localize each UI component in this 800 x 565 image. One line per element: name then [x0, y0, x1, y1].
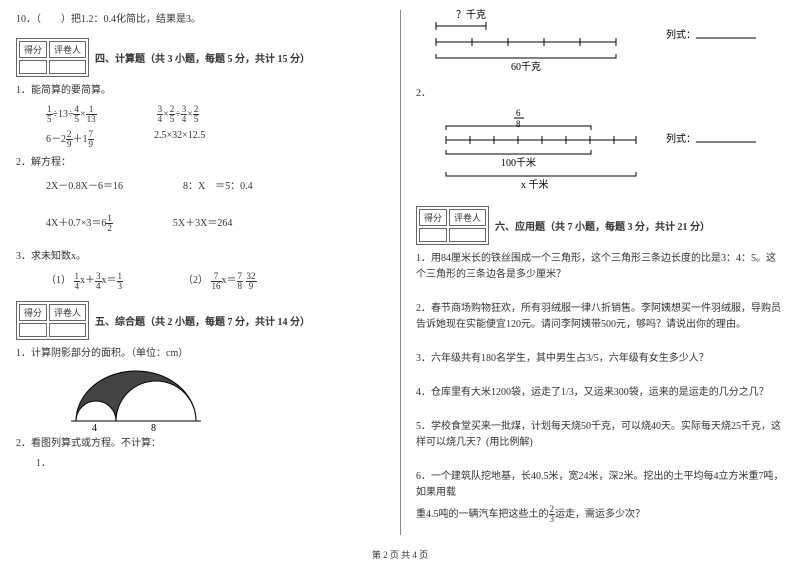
- q4-1-label: 1．能简算的要简算。: [16, 83, 384, 99]
- grader-blank: [49, 323, 86, 337]
- grader-cell: 评卷人: [449, 209, 486, 226]
- svg-text:列式：: 列式：: [666, 132, 696, 145]
- svg-text:6: 6: [516, 108, 521, 118]
- expr-1d: 2.5×32×12.5: [154, 130, 205, 149]
- page-footer: 第 2 页 共 4 页: [0, 548, 800, 561]
- eq-row-1: 15÷13÷45×113 34×25÷34×25: [46, 105, 384, 124]
- eq-row-4: 4X＋0.7×3＝612 5X＋3X＝264: [46, 214, 384, 233]
- expr-2b: 8：X ＝5：0.4: [183, 177, 253, 192]
- fig-label-4: 4: [92, 423, 97, 432]
- q10: 10．（ ）把1.2：0.4化简比，结果是3。: [16, 12, 384, 28]
- score-cell: 得分: [19, 41, 47, 58]
- expr-2a: 2X－0.8X－6＝16: [46, 177, 123, 192]
- score-blank: [19, 323, 47, 337]
- q5-2-sub: 1．: [36, 456, 384, 472]
- fig2-label: 2．: [416, 86, 784, 102]
- eq-row-2: 6－229＋179 2.5×32×12.5: [46, 130, 384, 149]
- score-cell: 得分: [19, 304, 47, 321]
- q5-2-label: 2．看图列算式或方程。不计算：: [16, 436, 384, 452]
- fig-label-8: 8: [151, 423, 156, 432]
- expr-1c: 6－229＋179: [46, 130, 94, 149]
- score-box-6: 得分评卷人: [416, 206, 489, 245]
- section6-title: 六、应用题（共 7 小题，每题 3 分，共计 21 分）: [495, 218, 710, 233]
- svg-text:8: 8: [516, 119, 521, 129]
- score-blank: [419, 228, 447, 242]
- section4-title: 四、计算题（共 3 小题，每题 5 分，共计 15 分）: [95, 50, 310, 65]
- svg-text:60千克: 60千克: [511, 61, 541, 73]
- q4-2-label: 2．解方程：: [16, 155, 384, 171]
- grader-cell: 评卷人: [49, 304, 86, 321]
- section6-header: 得分评卷人 六、应用题（共 7 小题，每题 3 分，共计 21 分）: [416, 206, 784, 245]
- left-column: 10．（ ）把1.2：0.4化简比，结果是3。 得分评卷人 四、计算题（共 3 …: [0, 0, 400, 565]
- semicircle-figure: 4 8: [66, 366, 216, 432]
- figure-1: ？千克 60千克 列式：: [416, 8, 784, 78]
- expr-1b: 34×25÷34×25: [157, 105, 200, 124]
- grader-blank: [449, 228, 486, 242]
- eq-row-5: （1） 14x＋34x＝13 （2） 716x＝78 329: [46, 271, 384, 290]
- svg-text:列式：: 列式：: [666, 28, 696, 41]
- q5-1-label: 1．计算阴影部分的面积。（单位：cm）: [16, 346, 384, 362]
- q6-6b: 重4.5吨的一辆汽车把这些土的23运走，需运多少次？: [416, 505, 784, 524]
- segment-diagram-2: 6 8 100千米 x 千米 列式：: [416, 106, 766, 196]
- figure-2: 6 8 100千米 x 千米 列式：: [416, 106, 784, 196]
- expr-1a: 15÷13÷45×113: [46, 105, 97, 124]
- score-box-4: 得分评卷人: [16, 38, 89, 77]
- q6-6b-text: 重4.5吨的一辆汽车把这些土的: [416, 509, 549, 520]
- right-column: ？千克 60千克 列式： 2． 6 8 100千米 x 千米 列式：: [400, 0, 800, 565]
- expr-3b: （2） 716x＝78 329: [183, 271, 257, 290]
- score-cell: 得分: [419, 209, 447, 226]
- q6-2: 2．春节商场购物狂欢，所有羽绒服一律八折销售。李阿姨想买一件羽绒服，导购员告诉她…: [416, 301, 784, 333]
- section5-header: 得分评卷人 五、综合题（共 2 小题，每题 7 分，共计 14 分）: [16, 301, 384, 340]
- section4-header: 得分评卷人 四、计算题（共 3 小题，每题 5 分，共计 15 分）: [16, 38, 384, 77]
- expr-2d: 5X＋3X＝264: [173, 214, 232, 233]
- svg-text:100千米: 100千米: [501, 156, 536, 169]
- eq-row-3: 2X－0.8X－6＝16 8：X ＝5：0.4: [46, 177, 384, 192]
- svg-text:x 千米: x 千米: [521, 178, 549, 191]
- shaded-figure: 4 8: [66, 366, 384, 432]
- score-blank: [19, 60, 47, 74]
- q6-1: 1．用84厘米长的铁丝围成一个三角形，这个三角形三条边长度的比是3：4：5。这个…: [416, 251, 784, 283]
- expr-3a: （1） 14x＋34x＝13: [46, 271, 123, 290]
- svg-text:？千克: ？千克: [456, 9, 486, 21]
- q6-5: 5．学校食堂买来一批煤，计划每天烧50千克，可以烧40天。实际每天烧25千克，这…: [416, 419, 784, 451]
- grader-blank: [49, 60, 86, 74]
- q6-6a: 6．一个建筑队挖地基，长40.5米，宽24米，深2米。挖出的土平均每4立方米重7…: [416, 469, 784, 501]
- q6-6c-text: 运走，需运多少次？: [555, 509, 645, 520]
- segment-diagram-1: ？千克 60千克 列式：: [416, 8, 766, 78]
- q6-3: 3．六年级共有180名学生，其中男生占3/5，六年级有女生多少人？: [416, 351, 784, 367]
- section5-title: 五、综合题（共 2 小题，每题 7 分，共计 14 分）: [95, 313, 310, 328]
- q6-4: 4．仓库里有大米1200袋，运走了1/3，又运来300袋，运来的是运走的几分之几…: [416, 385, 784, 401]
- score-box-5: 得分评卷人: [16, 301, 89, 340]
- q4-3-label: 3．求未知数x。: [16, 249, 384, 265]
- expr-2c: 4X＋0.7×3＝612: [46, 214, 113, 233]
- grader-cell: 评卷人: [49, 41, 86, 58]
